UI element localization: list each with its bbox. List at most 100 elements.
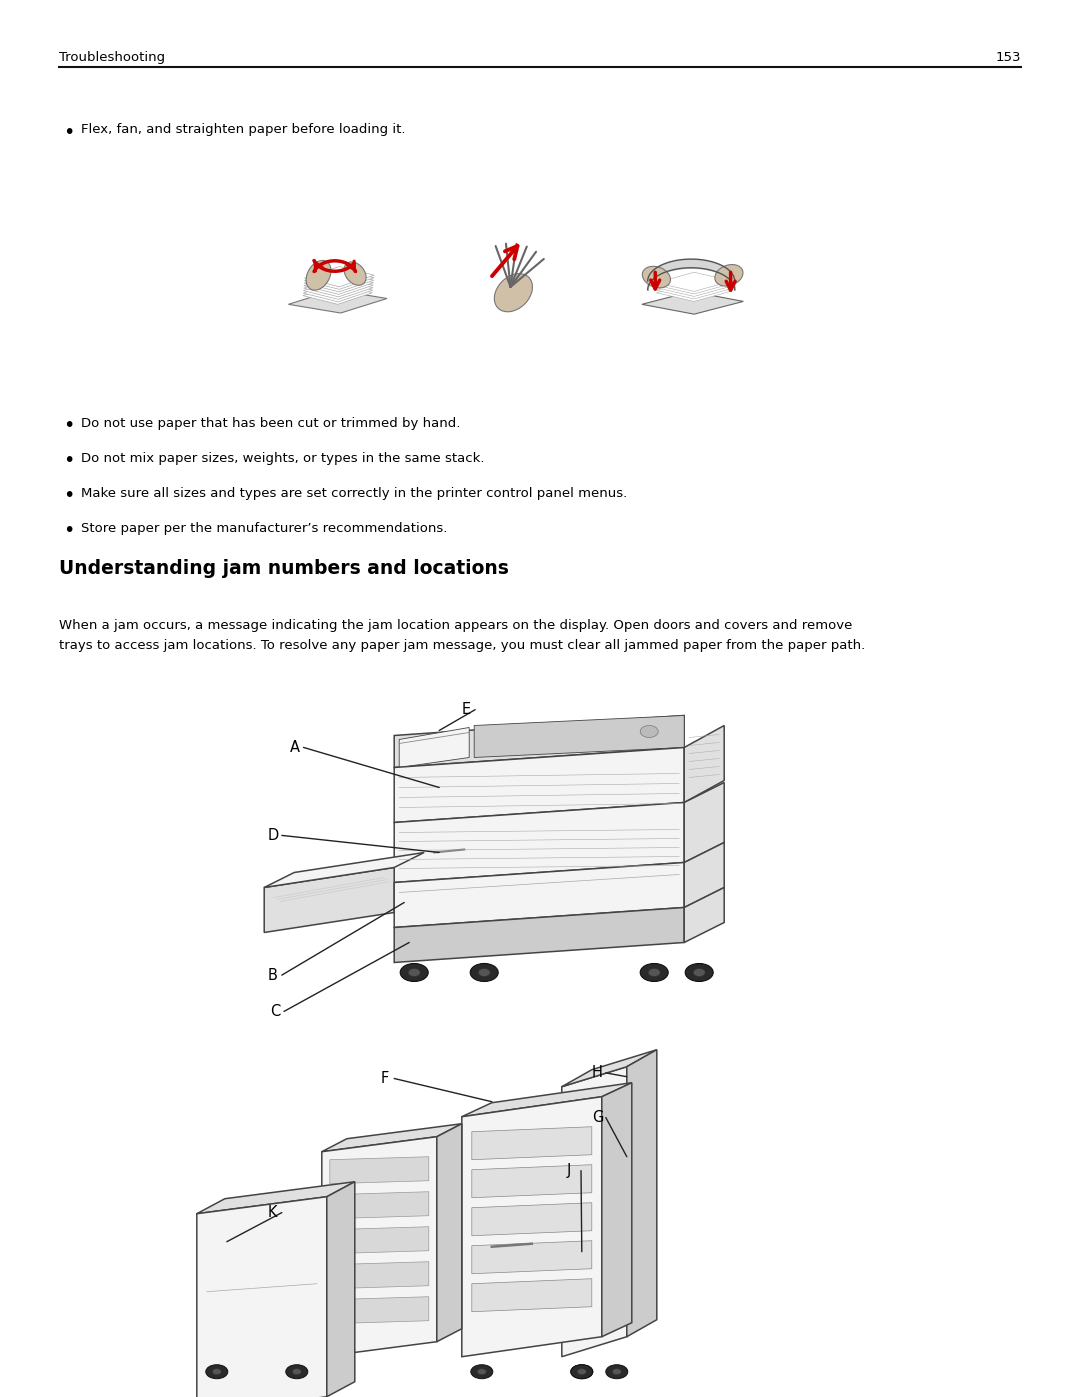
Ellipse shape [206, 1365, 228, 1379]
Ellipse shape [408, 968, 420, 977]
Polygon shape [472, 1127, 592, 1160]
Polygon shape [657, 277, 732, 296]
Polygon shape [329, 1157, 429, 1183]
Text: Store paper per the manufacturer’s recommendations.: Store paper per the manufacturer’s recom… [81, 522, 447, 535]
Ellipse shape [648, 968, 660, 977]
Ellipse shape [306, 260, 330, 291]
Ellipse shape [293, 1369, 301, 1375]
Polygon shape [394, 908, 685, 963]
Text: C: C [270, 1004, 280, 1018]
Polygon shape [322, 1123, 462, 1151]
Polygon shape [265, 868, 394, 932]
Text: Flex, fan, and straighten paper before loading it.: Flex, fan, and straighten paper before l… [81, 123, 405, 136]
Text: Do not use paper that has been cut or trimmed by hand.: Do not use paper that has been cut or tr… [81, 418, 460, 430]
Text: •: • [63, 451, 75, 471]
Text: Do not mix paper sizes, weights, or types in the same stack.: Do not mix paper sizes, weights, or type… [81, 453, 485, 465]
Text: E: E [461, 703, 470, 717]
Polygon shape [394, 862, 685, 928]
Polygon shape [626, 1049, 657, 1337]
Ellipse shape [640, 725, 658, 738]
Polygon shape [642, 292, 743, 314]
Text: H: H [592, 1066, 603, 1080]
Polygon shape [602, 1083, 632, 1337]
Polygon shape [472, 1203, 592, 1236]
Polygon shape [472, 1241, 592, 1274]
Text: •: • [63, 416, 75, 436]
Ellipse shape [478, 968, 490, 977]
Polygon shape [303, 277, 374, 296]
Text: •: • [63, 486, 75, 506]
Ellipse shape [715, 264, 743, 286]
Polygon shape [685, 725, 725, 802]
Polygon shape [562, 1049, 657, 1087]
Text: B: B [268, 968, 278, 982]
Text: D: D [268, 828, 279, 842]
Text: J: J [567, 1164, 571, 1178]
Polygon shape [462, 1083, 632, 1116]
Ellipse shape [578, 1369, 586, 1375]
Ellipse shape [471, 1365, 492, 1379]
Polygon shape [329, 1296, 429, 1324]
Text: •: • [63, 123, 75, 142]
Ellipse shape [213, 1369, 221, 1375]
Polygon shape [302, 284, 373, 305]
Polygon shape [657, 279, 732, 299]
Ellipse shape [495, 274, 532, 312]
Ellipse shape [643, 267, 671, 288]
Ellipse shape [612, 1369, 621, 1375]
Polygon shape [327, 1182, 355, 1397]
Ellipse shape [571, 1365, 593, 1379]
Polygon shape [436, 1123, 462, 1341]
Ellipse shape [571, 1365, 593, 1379]
Text: When a jam occurs, a message indicating the jam location appears on the display.: When a jam occurs, a message indicating … [59, 619, 853, 631]
Polygon shape [197, 1197, 327, 1397]
Polygon shape [657, 275, 732, 293]
Polygon shape [462, 1097, 602, 1356]
Ellipse shape [640, 964, 669, 982]
Polygon shape [685, 842, 725, 908]
Polygon shape [197, 1182, 355, 1214]
Polygon shape [472, 1165, 592, 1197]
Text: •: • [63, 521, 75, 541]
Polygon shape [394, 747, 685, 823]
Text: 153: 153 [995, 52, 1021, 64]
Text: K: K [268, 1206, 278, 1220]
Polygon shape [305, 271, 374, 292]
Polygon shape [685, 887, 725, 943]
Polygon shape [303, 274, 374, 295]
Ellipse shape [693, 968, 705, 977]
Text: G: G [592, 1111, 604, 1125]
Ellipse shape [345, 261, 366, 285]
Polygon shape [329, 1192, 429, 1218]
Polygon shape [305, 270, 374, 289]
Text: trays to access jam locations. To resolve any paper jam message, you must clear : trays to access jam locations. To resolv… [59, 638, 866, 652]
Polygon shape [657, 282, 732, 302]
Text: Understanding jam numbers and locations: Understanding jam numbers and locations [59, 559, 510, 578]
Polygon shape [305, 267, 375, 286]
Polygon shape [657, 272, 732, 292]
Polygon shape [329, 1261, 429, 1288]
Text: Troubleshooting: Troubleshooting [59, 52, 165, 64]
Polygon shape [472, 1278, 592, 1312]
Ellipse shape [685, 964, 713, 982]
Ellipse shape [578, 1369, 586, 1375]
Polygon shape [303, 279, 373, 299]
Polygon shape [562, 1067, 626, 1356]
Polygon shape [394, 715, 685, 767]
Ellipse shape [470, 964, 498, 982]
Polygon shape [474, 715, 685, 757]
Ellipse shape [606, 1365, 627, 1379]
Polygon shape [265, 852, 424, 887]
Polygon shape [322, 1137, 436, 1356]
Polygon shape [303, 282, 373, 302]
Polygon shape [685, 782, 725, 862]
Text: F: F [380, 1071, 389, 1085]
Text: A: A [289, 740, 299, 754]
Polygon shape [394, 802, 685, 883]
Ellipse shape [401, 964, 428, 982]
Polygon shape [288, 289, 387, 313]
Ellipse shape [477, 1369, 486, 1375]
Ellipse shape [286, 1365, 308, 1379]
Text: Make sure all sizes and types are set correctly in the printer control panel men: Make sure all sizes and types are set co… [81, 488, 627, 500]
Polygon shape [400, 728, 469, 767]
